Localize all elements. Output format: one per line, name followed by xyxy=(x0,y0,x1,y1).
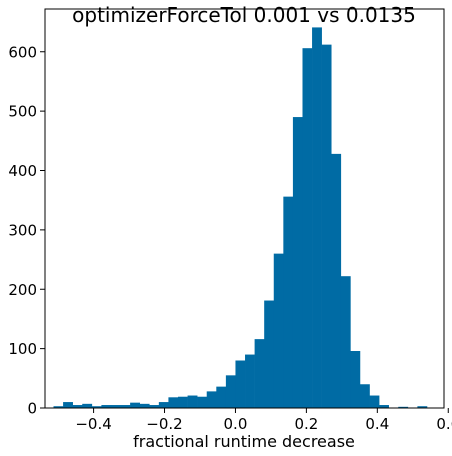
histogram-bar-7 xyxy=(120,405,131,408)
y-tick-label: 500 xyxy=(8,103,37,121)
histogram-bar-3 xyxy=(82,403,93,408)
histogram-bar-24 xyxy=(283,196,294,409)
y-tick-label: 200 xyxy=(8,281,37,299)
histogram-bar-23 xyxy=(273,253,284,409)
y-tick-label: 300 xyxy=(8,221,37,239)
histogram-bar-14 xyxy=(187,395,198,408)
histogram-bar-6 xyxy=(110,405,121,408)
histogram-bar-20 xyxy=(245,354,255,408)
histogram-bar-19 xyxy=(235,360,246,408)
x-tick-label: 0.6 xyxy=(436,415,452,433)
bars-layer xyxy=(53,27,428,409)
histogram-bar-17 xyxy=(216,386,227,409)
histogram-bar-10 xyxy=(149,405,160,408)
histogram-bar-25 xyxy=(292,117,303,408)
x-tick-label: −0.2 xyxy=(146,415,182,433)
histogram-bar-8 xyxy=(130,402,140,408)
x-tick-label: −0.4 xyxy=(75,415,111,433)
y-tick-label: 100 xyxy=(8,340,37,358)
histogram-bar-0 xyxy=(53,406,64,408)
histogram-bar-5 xyxy=(101,405,112,408)
histogram-bar-15 xyxy=(197,396,208,408)
histogram-bar-31 xyxy=(350,351,361,408)
histogram-bar-38 xyxy=(417,406,428,408)
histogram-bar-28 xyxy=(321,44,332,409)
plot-frame xyxy=(44,8,445,409)
histogram-bar-12 xyxy=(168,397,179,408)
histogram-bar-16 xyxy=(206,391,217,409)
histogram-bar-13 xyxy=(178,396,188,408)
histogram-bar-26 xyxy=(302,48,313,408)
histogram-bar-9 xyxy=(139,403,150,408)
histogram-bar-22 xyxy=(264,300,275,408)
histogram-bar-33 xyxy=(369,395,380,408)
x-tick-label: 0.4 xyxy=(365,415,389,433)
y-tick-label: 600 xyxy=(8,43,37,61)
histogram-bar-30 xyxy=(340,276,351,408)
histogram-bar-32 xyxy=(359,384,370,408)
ticks-layer: −0.4 −0.2 0.0 0.2 0.4 0.6 0 100 200 300 400 500 600 xyxy=(8,43,452,433)
histogram-bar-2 xyxy=(72,405,83,408)
x-tick-label: 0.0 xyxy=(224,415,248,433)
chart-title: optimizerForceTol 0.001 vs 0.0135 xyxy=(72,3,416,27)
histogram-bar-11 xyxy=(158,402,169,408)
histogram-bar-21 xyxy=(254,339,265,409)
histogram-bar-18 xyxy=(225,375,236,408)
histogram-bar-34 xyxy=(379,405,389,408)
histogram-bar-4 xyxy=(91,406,102,408)
histogram-bar-36 xyxy=(398,406,409,408)
histogram-bar-29 xyxy=(331,153,342,408)
histogram-bar-1 xyxy=(63,402,73,408)
y-tick-label: 400 xyxy=(8,162,37,180)
histogram-bar-27 xyxy=(312,27,322,408)
x-axis-label: fractional runtime decrease xyxy=(133,432,355,451)
x-tick-label: 0.2 xyxy=(294,415,318,433)
y-tick-label: 0 xyxy=(27,400,37,418)
